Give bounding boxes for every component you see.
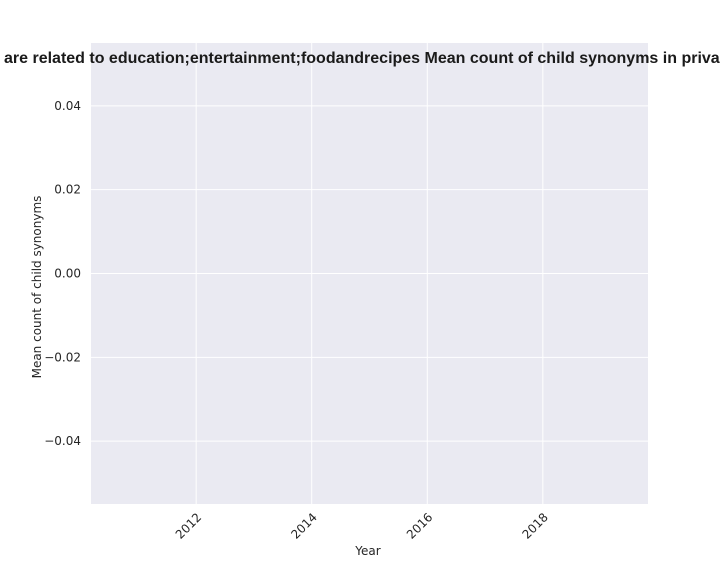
x-axis-label: Year [354, 544, 380, 558]
chart-title: are related to education;entertainment;f… [4, 50, 720, 67]
y-tick-label: −0.04 [44, 434, 81, 448]
x-tick-label: 2014 [288, 510, 319, 541]
x-tick-label: 2018 [519, 510, 550, 541]
y-tick-label: 0.04 [54, 99, 81, 113]
y-axis-label: Mean count of child synonyms [30, 196, 44, 379]
y-tick-labels: −0.04 −0.02 0.00 0.02 0.04 [44, 99, 81, 448]
x-tick-label: 2016 [404, 510, 435, 541]
x-tick-label: 2012 [173, 510, 204, 541]
y-gridlines [91, 105, 648, 442]
y-tick-label: −0.02 [44, 350, 81, 364]
y-tick-label: 0.02 [54, 183, 81, 197]
y-tick-label: 0.00 [54, 267, 81, 281]
x-tick-labels: 2012 2014 2016 2018 [173, 510, 551, 541]
